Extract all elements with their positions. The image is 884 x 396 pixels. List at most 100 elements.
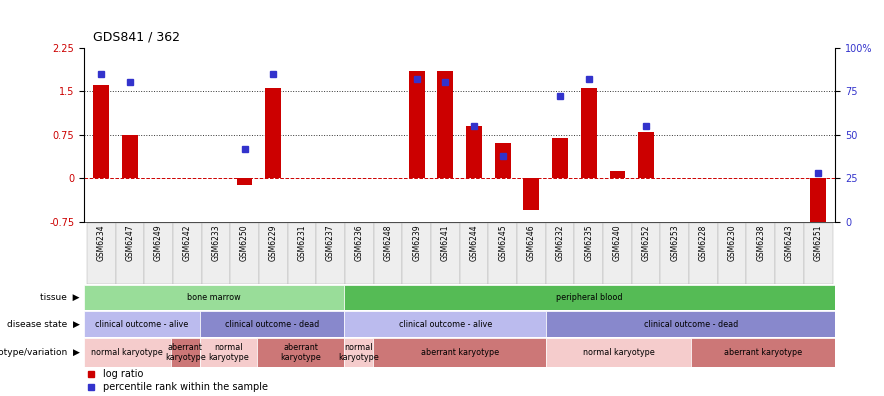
Text: aberrant
karyotype: aberrant karyotype [280,343,321,362]
Text: normal
karyotype: normal karyotype [339,343,379,362]
Text: GSM6238: GSM6238 [757,225,766,261]
Text: GSM6246: GSM6246 [527,225,536,261]
Bar [488,223,517,284]
Bar [84,311,200,337]
Text: GSM6237: GSM6237 [326,225,335,261]
Text: GSM6236: GSM6236 [354,225,364,261]
Text: disease state  ▶: disease state ▶ [7,320,80,329]
Text: clinical outcome - alive: clinical outcome - alive [399,320,492,329]
Bar [116,223,144,284]
Text: GSM6230: GSM6230 [728,225,736,261]
Bar [344,285,835,310]
Bar [466,126,482,178]
Bar [230,223,259,284]
Bar [287,223,316,284]
Bar [546,311,835,337]
Bar [718,223,746,284]
Bar [171,338,200,367]
Bar [431,223,460,284]
Bar [804,223,833,284]
Text: GSM6251: GSM6251 [813,225,823,261]
Text: GSM6250: GSM6250 [240,225,249,261]
Bar [523,178,539,210]
Bar [691,338,835,367]
Text: GSM6247: GSM6247 [126,225,134,261]
Text: GDS841 / 362: GDS841 / 362 [93,30,179,44]
Bar [94,85,109,178]
Text: GSM6241: GSM6241 [441,225,450,261]
Bar [610,171,625,178]
Bar [257,338,344,367]
Text: bone marrow: bone marrow [187,293,240,302]
Bar [122,135,138,178]
Text: GSM6234: GSM6234 [96,225,106,261]
Bar [259,223,287,284]
Text: clinical outcome - alive: clinical outcome - alive [95,320,188,329]
Text: GSM6249: GSM6249 [154,225,163,261]
Bar [460,223,488,284]
Text: clinical outcome - dead: clinical outcome - dead [644,320,738,329]
Text: log ratio: log ratio [103,369,143,379]
Text: aberrant karyotype: aberrant karyotype [421,348,499,357]
Text: normal karyotype: normal karyotype [583,348,654,357]
Text: tissue  ▶: tissue ▶ [40,293,80,302]
Bar [84,285,344,310]
Bar [173,223,202,284]
Text: GSM6243: GSM6243 [785,225,794,261]
Text: aberrant karyotype: aberrant karyotype [724,348,802,357]
Bar [344,311,546,337]
Text: GSM6242: GSM6242 [183,225,192,261]
Text: GSM6229: GSM6229 [269,225,278,261]
Bar [316,223,345,284]
Text: GSM6240: GSM6240 [613,225,622,261]
Bar [374,223,402,284]
Bar [265,88,281,178]
Bar [200,311,344,337]
Text: percentile rank within the sample: percentile rank within the sample [103,382,268,392]
Text: clinical outcome - dead: clinical outcome - dead [225,320,319,329]
Bar [237,178,253,185]
Text: GSM6252: GSM6252 [642,225,651,261]
Text: normal
karyotype: normal karyotype [208,343,249,362]
Bar [402,223,431,284]
Bar [638,132,654,178]
Bar [746,223,775,284]
Bar [84,338,171,367]
Text: peripheral blood: peripheral blood [557,293,623,302]
Bar [660,223,690,284]
Bar [144,223,173,284]
Bar [517,223,545,284]
Text: GSM6232: GSM6232 [555,225,565,261]
Bar [603,223,632,284]
Text: GSM6244: GSM6244 [469,225,478,261]
Bar [575,223,603,284]
Text: GSM6231: GSM6231 [297,225,307,261]
Bar [495,143,511,178]
Bar [811,178,826,222]
Bar [345,223,374,284]
Bar [690,223,718,284]
Bar [373,338,546,367]
Text: GSM6235: GSM6235 [584,225,593,261]
Bar [546,338,691,367]
Bar [775,223,804,284]
Text: aberrant
karyotype: aberrant karyotype [164,343,205,362]
Bar [202,223,230,284]
Bar [545,223,575,284]
Text: GSM6253: GSM6253 [670,225,679,261]
Text: normal karyotype: normal karyotype [91,348,164,357]
Text: GSM6228: GSM6228 [699,225,708,261]
Bar [632,223,660,284]
Text: GSM6239: GSM6239 [412,225,421,261]
Bar [87,223,116,284]
Bar [344,338,373,367]
Bar [438,71,453,178]
Text: GSM6248: GSM6248 [384,225,392,261]
Bar [200,338,257,367]
Text: GSM6233: GSM6233 [211,225,220,261]
Bar [408,71,424,178]
Text: GSM6245: GSM6245 [499,225,507,261]
Bar [581,88,597,178]
Bar [552,137,568,178]
Text: genotype/variation  ▶: genotype/variation ▶ [0,348,80,357]
